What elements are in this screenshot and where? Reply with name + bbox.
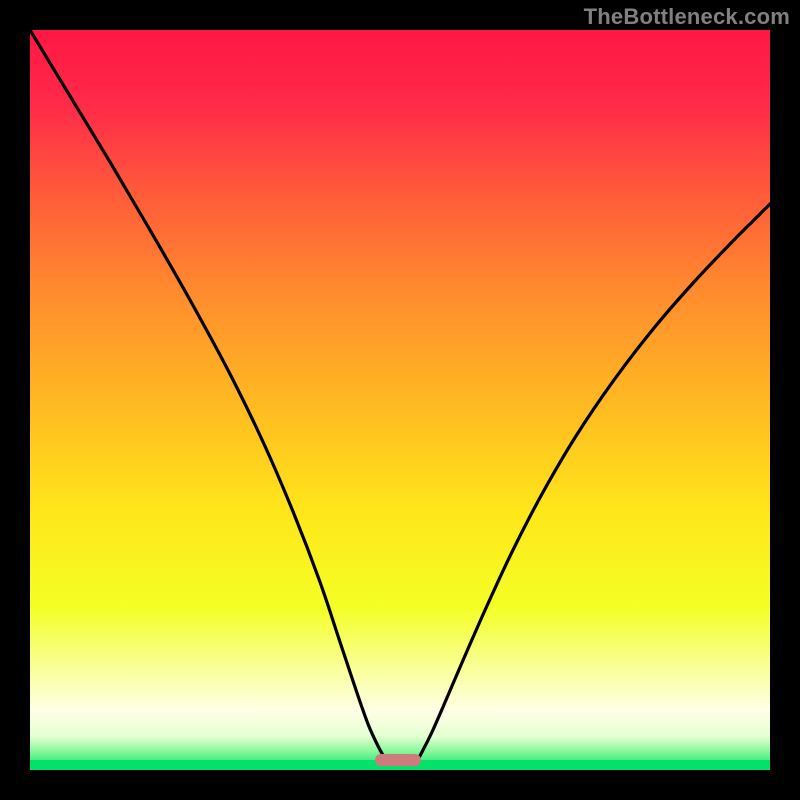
plot-area: [30, 30, 770, 770]
optimal-marker: [375, 754, 421, 766]
watermark-text: TheBottleneck.com: [584, 4, 790, 30]
bottleneck-curve: [30, 30, 770, 770]
chart-stage: TheBottleneck.com: [0, 0, 800, 800]
plot-frame: [30, 30, 770, 770]
